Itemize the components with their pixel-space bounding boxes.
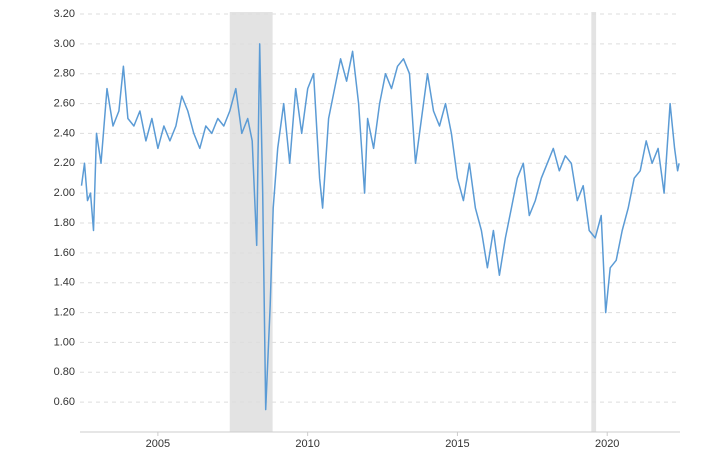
x-tick-label: 2005 — [146, 438, 170, 450]
x-tick-label: 2015 — [445, 438, 469, 450]
y-tick-label: 2.00 — [54, 187, 75, 199]
y-tick-label: 1.20 — [54, 306, 75, 318]
y-tick-label: 1.00 — [54, 336, 75, 348]
y-tick-label: 1.80 — [54, 217, 75, 229]
x-tick-label: 2020 — [595, 438, 619, 450]
y-tick-label: 2.60 — [54, 97, 75, 109]
y-tick-label: 1.60 — [54, 247, 75, 259]
y-tick-label: 2.40 — [54, 127, 75, 139]
recession-shade — [591, 12, 597, 432]
y-tick-label: 3.00 — [54, 38, 75, 50]
y-tick-label: 3.20 — [54, 8, 75, 20]
y-tick-label: 1.40 — [54, 277, 75, 289]
recession-shade — [229, 12, 273, 432]
price-line — [80, 43, 680, 411]
x-tick-label: 2010 — [295, 438, 319, 450]
y-tick-label: 2.80 — [54, 68, 75, 80]
y-tick-label: 0.60 — [54, 396, 75, 408]
y-tick-label: 0.80 — [54, 366, 75, 378]
y-tick-label: 2.20 — [54, 157, 75, 169]
